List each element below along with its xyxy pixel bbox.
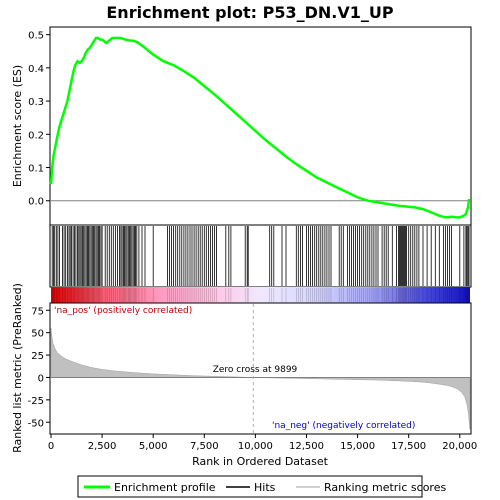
- x-tick-label: 10,000: [238, 441, 273, 452]
- rank-color-band-rect: [51, 287, 470, 303]
- x-tick-label: 20,000: [442, 441, 477, 452]
- metric-frame: [49, 302, 472, 435]
- legend-metric-label: Ranking metric scores: [324, 481, 446, 494]
- metric-y-axis: -50 -25 0 25 50 75: [28, 306, 50, 429]
- metric-y-tick-label: 0: [38, 373, 44, 384]
- x-axis-label: Rank in Ordered Dataset: [192, 455, 329, 468]
- x-axis: 0 2,500 5,000 7,500 10,000 12,500 15,000 17,500…: [48, 434, 477, 452]
- es-y-tick-label: 0.0: [28, 197, 44, 208]
- es-y-axis-label: Enrichment score (ES): [11, 65, 24, 187]
- es-y-axis: 0.0 0.1 0.2 0.3 0.4 0.5: [28, 31, 50, 208]
- x-tick-label: 15,000: [340, 441, 375, 452]
- metric-y-tick-label: -25: [28, 396, 44, 407]
- metric-y-tick-label: 75: [31, 306, 44, 317]
- zero-cross-label: Zero cross at 9899: [213, 365, 298, 375]
- rank-color-band: [51, 287, 470, 303]
- x-tick-label: 0: [48, 441, 54, 452]
- neg-label: 'na_neg' (negatively correlated): [272, 421, 415, 431]
- chart-title: Enrichment plot: P53_DN.V1_UP: [106, 3, 394, 22]
- enrichment-profile-line: [49, 36, 471, 219]
- es-y-tick-label: 0.2: [28, 130, 44, 141]
- es-y-tick-label: 0.3: [28, 97, 44, 108]
- x-tick-label: 2,500: [88, 441, 117, 452]
- es-y-tick-label: 0.1: [28, 164, 44, 175]
- metric-y-axis-label: Ranked list metric (PreRanked): [11, 283, 24, 453]
- legend-enrichment-label: Enrichment profile: [114, 481, 216, 494]
- x-tick-label: 7,500: [190, 441, 219, 452]
- legend-hits-label: Hits: [254, 481, 276, 494]
- metric-y-tick-label: -50: [28, 418, 44, 429]
- pos-label: 'na_pos' (positively correlated): [54, 306, 192, 316]
- hits-lines: [51, 226, 470, 286]
- metric-y-tick-label: 25: [31, 351, 44, 362]
- metric-y-tick-label: 50: [31, 329, 44, 340]
- es-plot-frame: [49, 26, 472, 226]
- x-tick-label: 5,000: [139, 441, 168, 452]
- metric-panel: -50 -25 0 25 50 75 'na_pos' (positively corre…: [11, 283, 472, 453]
- x-tick-label: 12,500: [289, 441, 324, 452]
- hits-panel: [49, 224, 472, 288]
- es-panel: 0.0 0.1 0.2 0.3 0.4 0.5 Enrichment score (ES): [11, 26, 472, 226]
- band-ticks: [51, 288, 470, 302]
- es-y-tick-label: 0.4: [28, 64, 44, 75]
- es-y-tick-label: 0.5: [28, 31, 44, 42]
- ranking-metric-area: [50, 328, 471, 430]
- legend: Enrichment profile Hits Ranking metric s…: [77, 475, 446, 498]
- x-tick-label: 17,500: [391, 441, 426, 452]
